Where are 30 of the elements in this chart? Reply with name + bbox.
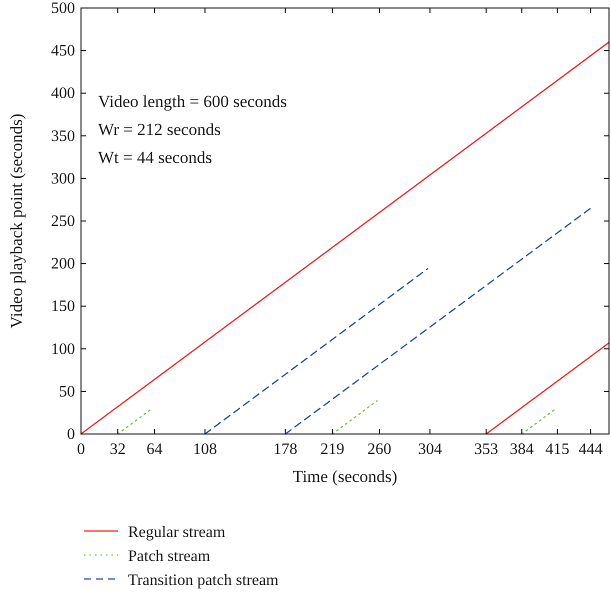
y-tick-label: 150	[51, 298, 75, 316]
x-tick-label: 260	[367, 441, 392, 458]
x-tick-label: 304	[418, 441, 442, 458]
y-tick-label: 250	[51, 213, 75, 230]
y-tick-label: 400	[51, 85, 75, 102]
x-tick-label: 64	[146, 441, 162, 458]
x-tick-label: 415	[545, 441, 570, 458]
x-tick-label: 32	[110, 441, 126, 458]
legend-label: Transition patch stream	[128, 572, 280, 589]
annotation: Video length = 600 seconds	[98, 92, 287, 111]
y-tick-label: 0	[67, 426, 75, 443]
legend-label: Regular stream	[128, 524, 226, 541]
y-tick-label: 500	[51, 0, 75, 17]
x-tick-label: 108	[192, 441, 217, 458]
x-tick-label: 384	[510, 441, 534, 458]
x-tick-label: 178	[273, 441, 298, 458]
y-tick-label: 200	[51, 256, 75, 273]
y-axis-title: Video playback point (seconds)	[7, 114, 26, 328]
y-tick-label: 350	[51, 128, 75, 145]
x-axis-title: Time (seconds)	[292, 467, 398, 486]
y-tick-label: 300	[51, 170, 75, 188]
y-tick-label: 450	[51, 42, 75, 60]
x-tick-label: 219	[320, 441, 344, 458]
annotation: Wr = 212 seconds	[98, 120, 221, 139]
x-tick-label: 444	[578, 441, 603, 458]
y-tick-label: 100	[51, 340, 75, 358]
x-tick-label: 353	[474, 441, 498, 458]
annotation: Wt = 44 seconds	[98, 148, 212, 167]
legend-label: Patch stream	[128, 548, 211, 565]
y-tick-label: 50	[59, 383, 75, 400]
